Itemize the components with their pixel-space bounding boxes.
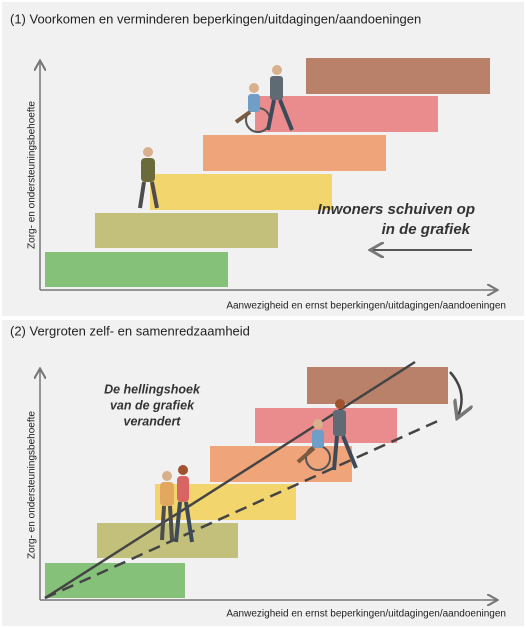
panel-1: (1) Voorkomen en verminderen beperkingen… (2, 2, 524, 316)
y-axis-label: Zorg- en ondersteuningsbehoefte (27, 411, 38, 559)
step (95, 213, 278, 248)
annotation: verandert (124, 414, 182, 428)
step (45, 252, 228, 287)
step (306, 58, 490, 94)
y-axis-label: Zorg- en ondersteuningsbehoefte (27, 101, 38, 249)
annotation: van de grafiek (110, 398, 195, 412)
annotation: De hellingshoek (104, 382, 201, 396)
step (255, 408, 397, 443)
step (203, 135, 386, 171)
x-axis-label: Aanwezigheid en ernst beperkingen/uitdag… (226, 609, 506, 620)
diagram: (1) Voorkomen en verminderen beperkingen… (0, 0, 526, 628)
panel-title: (2) Vergroten zelf- en samenredzaamheid (10, 323, 250, 338)
step (210, 446, 352, 482)
x-axis-label: Aanwezigheid en ernst beperkingen/uitdag… (226, 301, 506, 312)
panel-2: (2) Vergroten zelf- en samenredzaamheid … (2, 320, 524, 626)
panel-title: (1) Voorkomen en verminderen beperkingen… (10, 11, 421, 26)
annotation: in de grafiek (382, 221, 471, 238)
annotation: Inwoners schuiven op (317, 201, 475, 218)
step (150, 174, 332, 210)
step (45, 563, 185, 598)
